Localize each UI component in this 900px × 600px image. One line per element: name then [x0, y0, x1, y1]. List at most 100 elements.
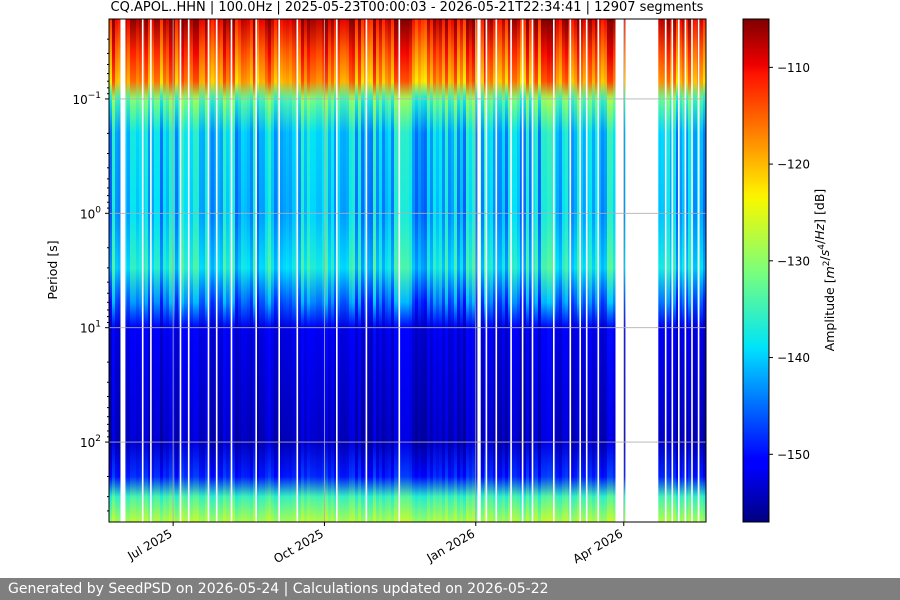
heatmap-column [280, 19, 284, 522]
data-gap [120, 19, 126, 522]
data-gap [510, 19, 512, 522]
x-tick-label: Jan 2026 [424, 526, 478, 565]
heatmap-column [337, 19, 341, 522]
heatmap-column [562, 19, 566, 522]
heatmap-column [508, 19, 512, 522]
data-gap [579, 19, 581, 522]
data-gap [255, 19, 257, 522]
heatmap-column [184, 19, 188, 522]
heatmap-column [493, 19, 497, 522]
heatmap-column [451, 19, 455, 522]
heatmap-column [334, 19, 338, 522]
heatmap-column [463, 19, 467, 522]
heatmap-column [532, 19, 536, 522]
y-axis: 10−1 100 101 102 [72, 38, 109, 512]
heatmap-column [196, 19, 200, 522]
heatmap-column [253, 19, 257, 522]
heatmap-column [274, 19, 278, 522]
heatmap-column [316, 19, 320, 522]
heatmap-column [319, 19, 323, 522]
heatmap-column [472, 19, 476, 522]
heatmap-column [577, 19, 581, 522]
x-tick-label: Apr 2026 [571, 526, 626, 566]
heatmap-column [259, 19, 263, 522]
heatmap-column [523, 19, 527, 522]
heatmap-column [211, 19, 215, 522]
heatmap-column [469, 19, 473, 522]
data-gap [495, 19, 498, 522]
heatmap-column [361, 19, 365, 522]
heatmap-column [448, 19, 452, 522]
data-gap [398, 19, 401, 522]
heatmap-column [220, 19, 224, 522]
data-gap [150, 19, 152, 522]
heatmap-column [454, 19, 458, 522]
heatmap-column [214, 19, 218, 522]
heatmap-column [496, 19, 500, 522]
heatmap-column [604, 19, 608, 522]
heatmap-column [145, 19, 149, 522]
data-gap [141, 19, 144, 522]
data-gap [187, 19, 190, 522]
heatmap-column [409, 19, 413, 522]
heatmap-column [439, 19, 443, 522]
heatmap-column [490, 19, 494, 522]
heatmap-column [304, 19, 308, 522]
heatmap-column [232, 19, 236, 522]
heatmap-column [703, 19, 706, 522]
data-gap [215, 19, 218, 522]
heatmap-column [112, 19, 116, 522]
heatmap-column [139, 19, 143, 522]
heatmap-column [154, 19, 158, 522]
heatmap-column [511, 19, 515, 522]
y-tick-label: 101 [80, 320, 101, 336]
heatmap-column [382, 19, 386, 522]
data-gap [664, 19, 667, 522]
heatmap-column [556, 19, 560, 522]
heatmap-column [517, 19, 521, 522]
heatmap-column [355, 19, 359, 522]
heatmap-column [679, 19, 683, 522]
heatmap-column [307, 19, 311, 522]
psd-chart: CQ.APOL..HHN | 100.0Hz | 2025-05-23T00:0… [45, 0, 837, 566]
heatmap-column [667, 19, 671, 522]
heatmap-column [481, 19, 485, 522]
heatmap-column [193, 19, 197, 522]
heatmap-column [376, 19, 380, 522]
colorbar [742, 18, 770, 523]
heatmap-column [346, 19, 350, 522]
data-gap [553, 19, 555, 522]
heatmap-column [349, 19, 353, 522]
heatmap-column [271, 19, 275, 522]
heatmap-column [565, 19, 569, 522]
heatmap-column [238, 19, 242, 522]
heatmap-column [118, 19, 122, 522]
heatmap-column [502, 19, 506, 522]
heatmap-column [433, 19, 437, 522]
heatmap-column [598, 19, 602, 522]
heatmap-column [148, 19, 152, 522]
data-gap [615, 19, 624, 522]
heatmap-column [499, 19, 503, 522]
colorbar-label: Amplitude [m2/s4/Hz] [dB] [812, 189, 837, 352]
heatmap-column [124, 19, 128, 522]
data-gap [336, 19, 338, 522]
heatmap-column [421, 19, 425, 522]
heatmap-column [181, 19, 185, 522]
heatmap-column [379, 19, 383, 522]
heatmap-column [487, 19, 491, 522]
data-gap [278, 19, 280, 522]
heatmap-column [559, 19, 563, 522]
data-gap [585, 19, 588, 522]
heatmap-column [466, 19, 470, 522]
heatmap-column [445, 19, 449, 522]
data-gap [684, 19, 687, 522]
heatmap-column [529, 19, 533, 522]
data-gap [207, 19, 210, 522]
heatmap-column [385, 19, 389, 522]
plot-frame [108, 18, 707, 523]
data-gap [678, 19, 680, 522]
heatmap-column [313, 19, 317, 522]
heatmap-column [247, 19, 251, 522]
data-gap [531, 19, 534, 522]
